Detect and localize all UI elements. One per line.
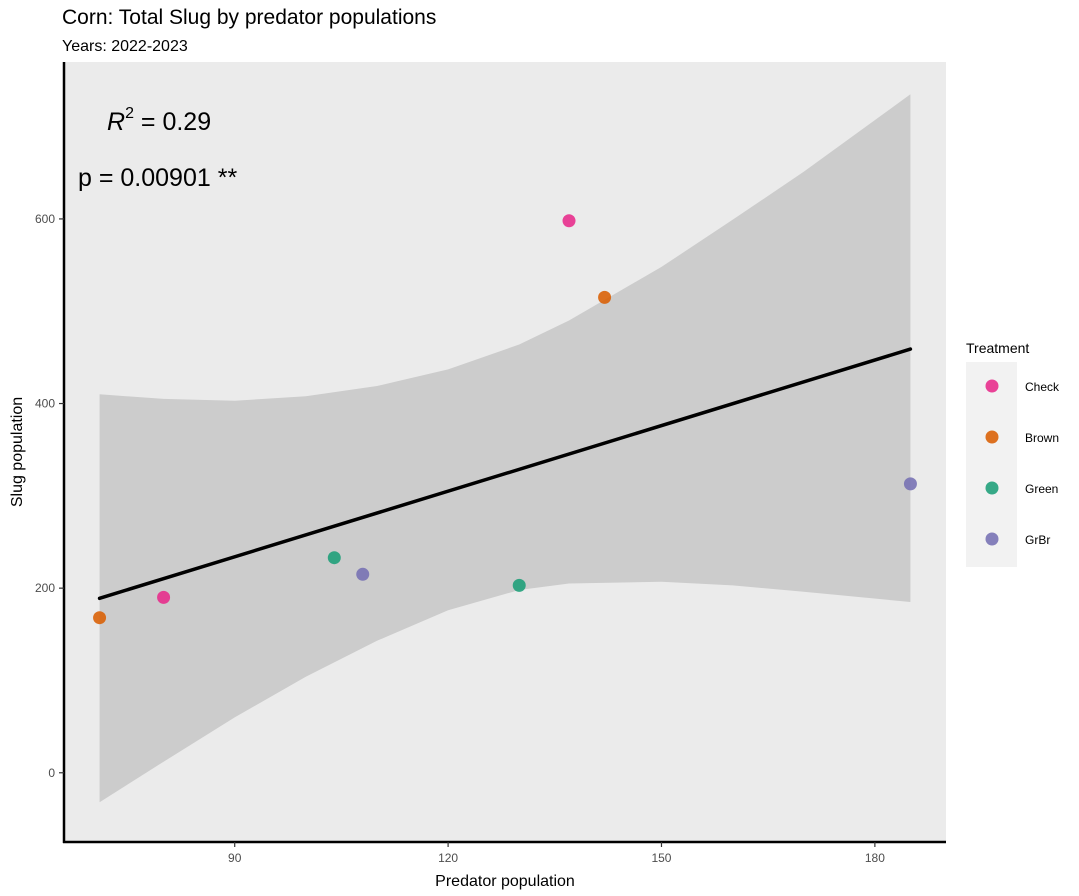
legend: Treatment Check Brown Green GrBr (966, 340, 1060, 567)
confidence-band (99, 94, 911, 803)
legend-label-check: Check (1025, 380, 1060, 394)
legend-title: Treatment (966, 340, 1029, 356)
axes-layer: 90 120 150 180 0 200 400 600 (35, 62, 946, 865)
r2-symbol: R (107, 108, 125, 136)
r-squared-annotation: R2 = 0.29 (107, 105, 211, 136)
regression-line-layer (97, 347, 913, 601)
x-tick-label: 90 (228, 851, 242, 865)
x-axis-title: Predator population (435, 873, 575, 890)
y-tick-label: 200 (35, 581, 55, 595)
legend-label-green: Green (1025, 482, 1058, 496)
data-point-check (562, 214, 576, 228)
p-value-annotation: p = 0.00901 ** (78, 164, 237, 192)
data-point-check (157, 590, 171, 604)
legend-label-brown: Brown (1025, 431, 1059, 445)
y-tick-label: 0 (48, 766, 55, 780)
legend-key-check (985, 379, 999, 393)
data-point-brown (598, 290, 612, 304)
data-point-green (512, 578, 526, 592)
y-tick-label: 400 (35, 397, 55, 411)
x-tick-label: 150 (651, 851, 671, 865)
legend-key-grbr (985, 532, 999, 546)
legend-label-grbr: GrBr (1025, 533, 1050, 547)
r2-exponent: 2 (125, 105, 134, 122)
data-point-grbr (903, 477, 917, 491)
y-tick-label: 600 (35, 212, 55, 226)
data-point-grbr (356, 567, 370, 581)
regression-line (97, 347, 913, 601)
r2-value: = 0.29 (134, 108, 211, 136)
x-tick-label: 180 (865, 851, 885, 865)
y-axis-title: Slug population (9, 397, 26, 507)
x-tick-label: 120 (438, 851, 458, 865)
legend-key-green (985, 481, 999, 495)
chart-subtitle: Years: 2022-2023 (62, 38, 188, 55)
data-points-layer (93, 214, 917, 625)
data-point-green (327, 551, 341, 565)
legend-key-brown (985, 430, 999, 444)
chart-title: Corn: Total Slug by predator populations (62, 6, 436, 29)
confidence-band-layer (99, 94, 911, 803)
data-point-brown (93, 611, 107, 625)
